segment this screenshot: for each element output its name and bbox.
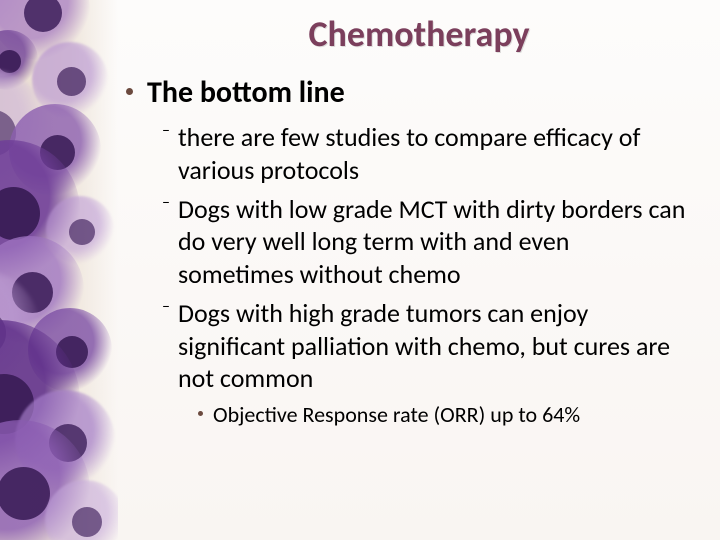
slide: Chemotherapy The bottom line – there are…: [0, 0, 720, 540]
slide-content: Chemotherapy The bottom line – there are…: [118, 0, 720, 540]
bullet-level-1: The bottom line: [126, 74, 720, 111]
bullet-l2-text: Dogs with high grade tumors can enjoy si…: [178, 297, 690, 395]
cell-nucleus-icon: [0, 50, 21, 73]
bullet-level-2: – Dogs with high grade tumors can enjoy …: [162, 297, 690, 395]
bullet-level-2: – there are few studies to compare effic…: [162, 121, 690, 187]
bullet-l3-text: Objective Response rate (ORR) up to 64%: [213, 401, 580, 428]
decorative-cells-strip: [0, 0, 118, 540]
bullet-dot-small-icon: [198, 411, 203, 416]
bullet-l2-text: Dogs with low grade MCT with dirty borde…: [178, 193, 690, 291]
bullet-dot-icon: [126, 88, 133, 95]
slide-title: Chemotherapy: [118, 12, 720, 56]
bullet-level-3: Objective Response rate (ORR) up to 64%: [198, 401, 690, 428]
bullet-l2-text: there are few studies to compare efficac…: [178, 121, 690, 187]
cell-nucleus-icon: [69, 219, 95, 245]
dash-icon: –: [162, 121, 170, 140]
bullet-l1-text: The bottom line: [147, 74, 345, 111]
cell-nucleus-icon: [24, 0, 62, 32]
bullet-level-2: – Dogs with low grade MCT with dirty bor…: [162, 193, 690, 291]
dash-icon: –: [162, 297, 170, 316]
dash-icon: –: [162, 193, 170, 212]
